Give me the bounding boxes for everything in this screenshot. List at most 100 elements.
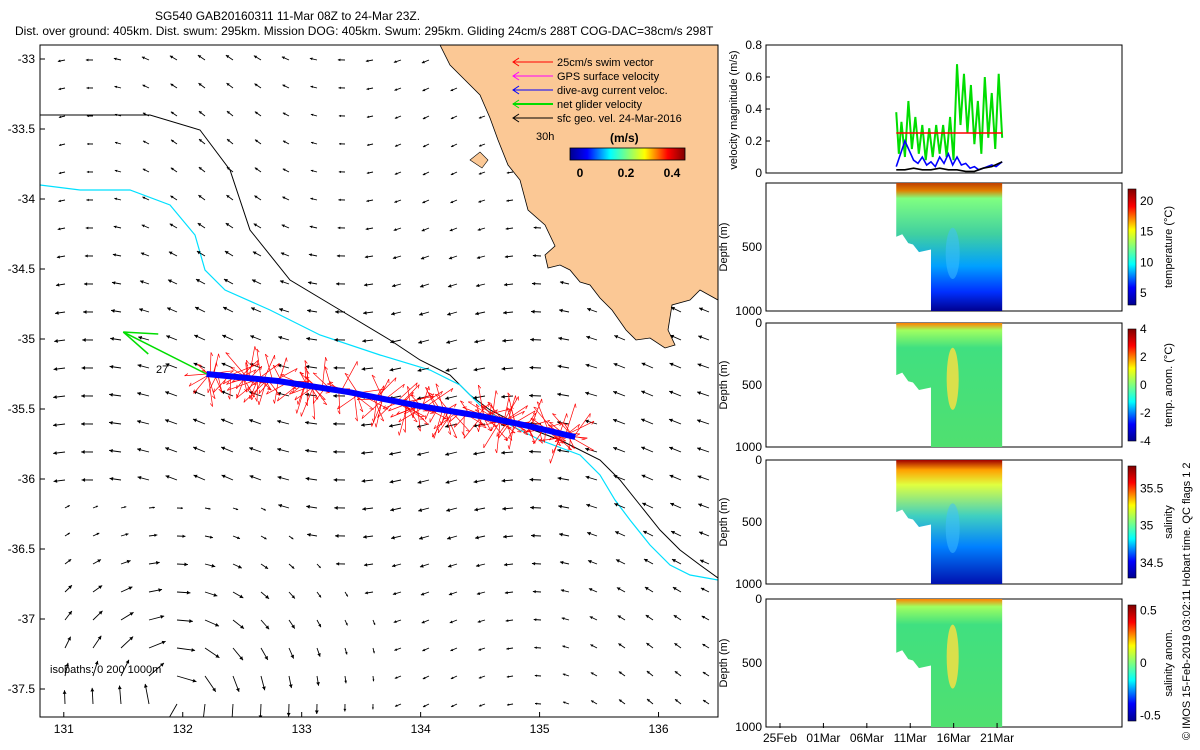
map-frame xyxy=(39,44,719,718)
geo-vector-head xyxy=(697,419,701,423)
swim-vector xyxy=(184,373,207,377)
geo-vector-head xyxy=(137,363,142,368)
geo-vector-head xyxy=(590,644,594,647)
swim-vector-head xyxy=(465,429,470,432)
time-x-ticks: 25Feb 01Mar 06Mar 11Mar 16Mar 21Mar xyxy=(763,723,1014,745)
geo-vector-head xyxy=(615,531,620,535)
swim-vector-head xyxy=(254,346,257,351)
colorbar-tick: -4 xyxy=(1140,434,1151,448)
geo-vector-head xyxy=(643,530,648,535)
velocity-frame xyxy=(765,44,1123,174)
swim-vector xyxy=(559,413,568,434)
swim-vector xyxy=(463,416,482,439)
swim-vector xyxy=(243,379,268,403)
geo-vector-head xyxy=(450,676,454,680)
geo-vector-head xyxy=(114,85,118,89)
geo-vector-head xyxy=(501,394,505,399)
geo-vector-head xyxy=(124,506,127,509)
depth-tick: 1000 xyxy=(735,440,762,454)
time-x-tick-label: 16Mar xyxy=(937,731,971,745)
duration-label: 30h xyxy=(536,131,554,143)
swim-vector-head xyxy=(410,394,415,397)
swim-vector xyxy=(530,398,542,427)
geo-vector-head xyxy=(557,392,561,397)
swim-vector-head xyxy=(525,405,528,410)
geo-vector-head xyxy=(422,116,426,120)
geo-vector-head xyxy=(585,475,590,480)
geo-vector-head xyxy=(343,708,347,712)
geo-vector-head xyxy=(391,283,396,288)
geo-vector-head xyxy=(53,395,57,399)
colorbar-tick: -0.5 xyxy=(1140,709,1161,723)
geo-vector-head xyxy=(58,143,62,147)
swim-vector-head xyxy=(482,404,487,408)
swim-vector xyxy=(207,374,218,393)
swim-vector xyxy=(433,409,443,439)
depth-tick: 1000 xyxy=(735,577,762,591)
geo-vector-head xyxy=(391,311,395,316)
geo-vector-head xyxy=(673,615,678,619)
swim-vector xyxy=(491,390,497,419)
map-x-tick-label: 136 xyxy=(649,722,669,736)
geo-vector-head xyxy=(365,227,369,231)
swim-vector-head xyxy=(374,423,377,428)
depth-tick: 1000 xyxy=(735,304,762,318)
geo-vector-head xyxy=(590,700,594,703)
swim-vector-head xyxy=(256,363,260,367)
geo-vector-head xyxy=(478,144,482,147)
geo-vector-head xyxy=(306,504,310,509)
swim-vector-head xyxy=(428,392,433,395)
geo-vector-head xyxy=(669,390,674,395)
geo-vector-head xyxy=(165,475,170,479)
geo-vector-head xyxy=(418,508,423,512)
swim-vector-head xyxy=(390,413,394,418)
geo-vector-head xyxy=(505,227,509,231)
swim-vector-head xyxy=(494,449,498,454)
swim-vector-head xyxy=(215,362,218,367)
geo-vector-head xyxy=(198,167,202,170)
geo-vector-head xyxy=(221,474,226,479)
geo-vector-head xyxy=(586,335,591,340)
geo-vector-head xyxy=(112,253,117,257)
swim-vector-head xyxy=(193,389,195,394)
geo-vector xyxy=(203,703,206,717)
section-colorbar xyxy=(1127,188,1137,306)
colorbar-tick: 10 xyxy=(1140,255,1154,269)
geo-vector-head xyxy=(448,592,453,596)
geo-vector-head xyxy=(422,704,426,708)
swim-vector-head xyxy=(532,410,536,415)
swim-vector-head xyxy=(533,406,538,409)
colorbar-tick: 15 xyxy=(1140,225,1154,239)
geo-vector-head xyxy=(475,283,480,288)
geo-vector-head xyxy=(700,587,705,591)
swim-vector-head xyxy=(227,395,231,400)
geo-vector-head xyxy=(450,200,454,204)
geo-vector-head xyxy=(373,622,376,626)
geo-vector-head xyxy=(317,653,321,657)
footer-note: © IMOS 15-Feb-2019 03:02:11 Hobart time.… xyxy=(1181,462,1193,740)
swim-vector xyxy=(296,385,306,414)
geo-vector-head xyxy=(361,451,365,455)
geo-vector-head xyxy=(81,394,85,398)
swim-vector-head xyxy=(260,366,263,371)
depth-tick: 500 xyxy=(742,378,762,392)
geo-vector-head xyxy=(189,619,193,623)
geo-vector-head xyxy=(702,699,706,703)
geo-vector-head xyxy=(125,659,130,664)
geo-vector-head xyxy=(333,365,338,370)
geo-vector-head xyxy=(587,531,591,536)
colorbar-label: temp. anom. (°C) xyxy=(1163,343,1175,427)
geo-vector-head xyxy=(670,334,675,339)
geo-vector-head xyxy=(506,703,510,706)
geo-vector-head xyxy=(193,362,198,367)
velocity-series xyxy=(895,64,1004,173)
swim-vector xyxy=(483,420,502,449)
legend-swatch-head xyxy=(512,85,520,95)
geo-vector-head xyxy=(445,424,449,428)
swim-vector-head xyxy=(371,418,375,423)
map-y-tick-label: -34 xyxy=(18,192,36,206)
geo-vector-head xyxy=(422,144,426,148)
swim-vector-head xyxy=(549,459,551,464)
geo-vector-head xyxy=(391,535,395,540)
geo-vector-head xyxy=(125,533,129,536)
